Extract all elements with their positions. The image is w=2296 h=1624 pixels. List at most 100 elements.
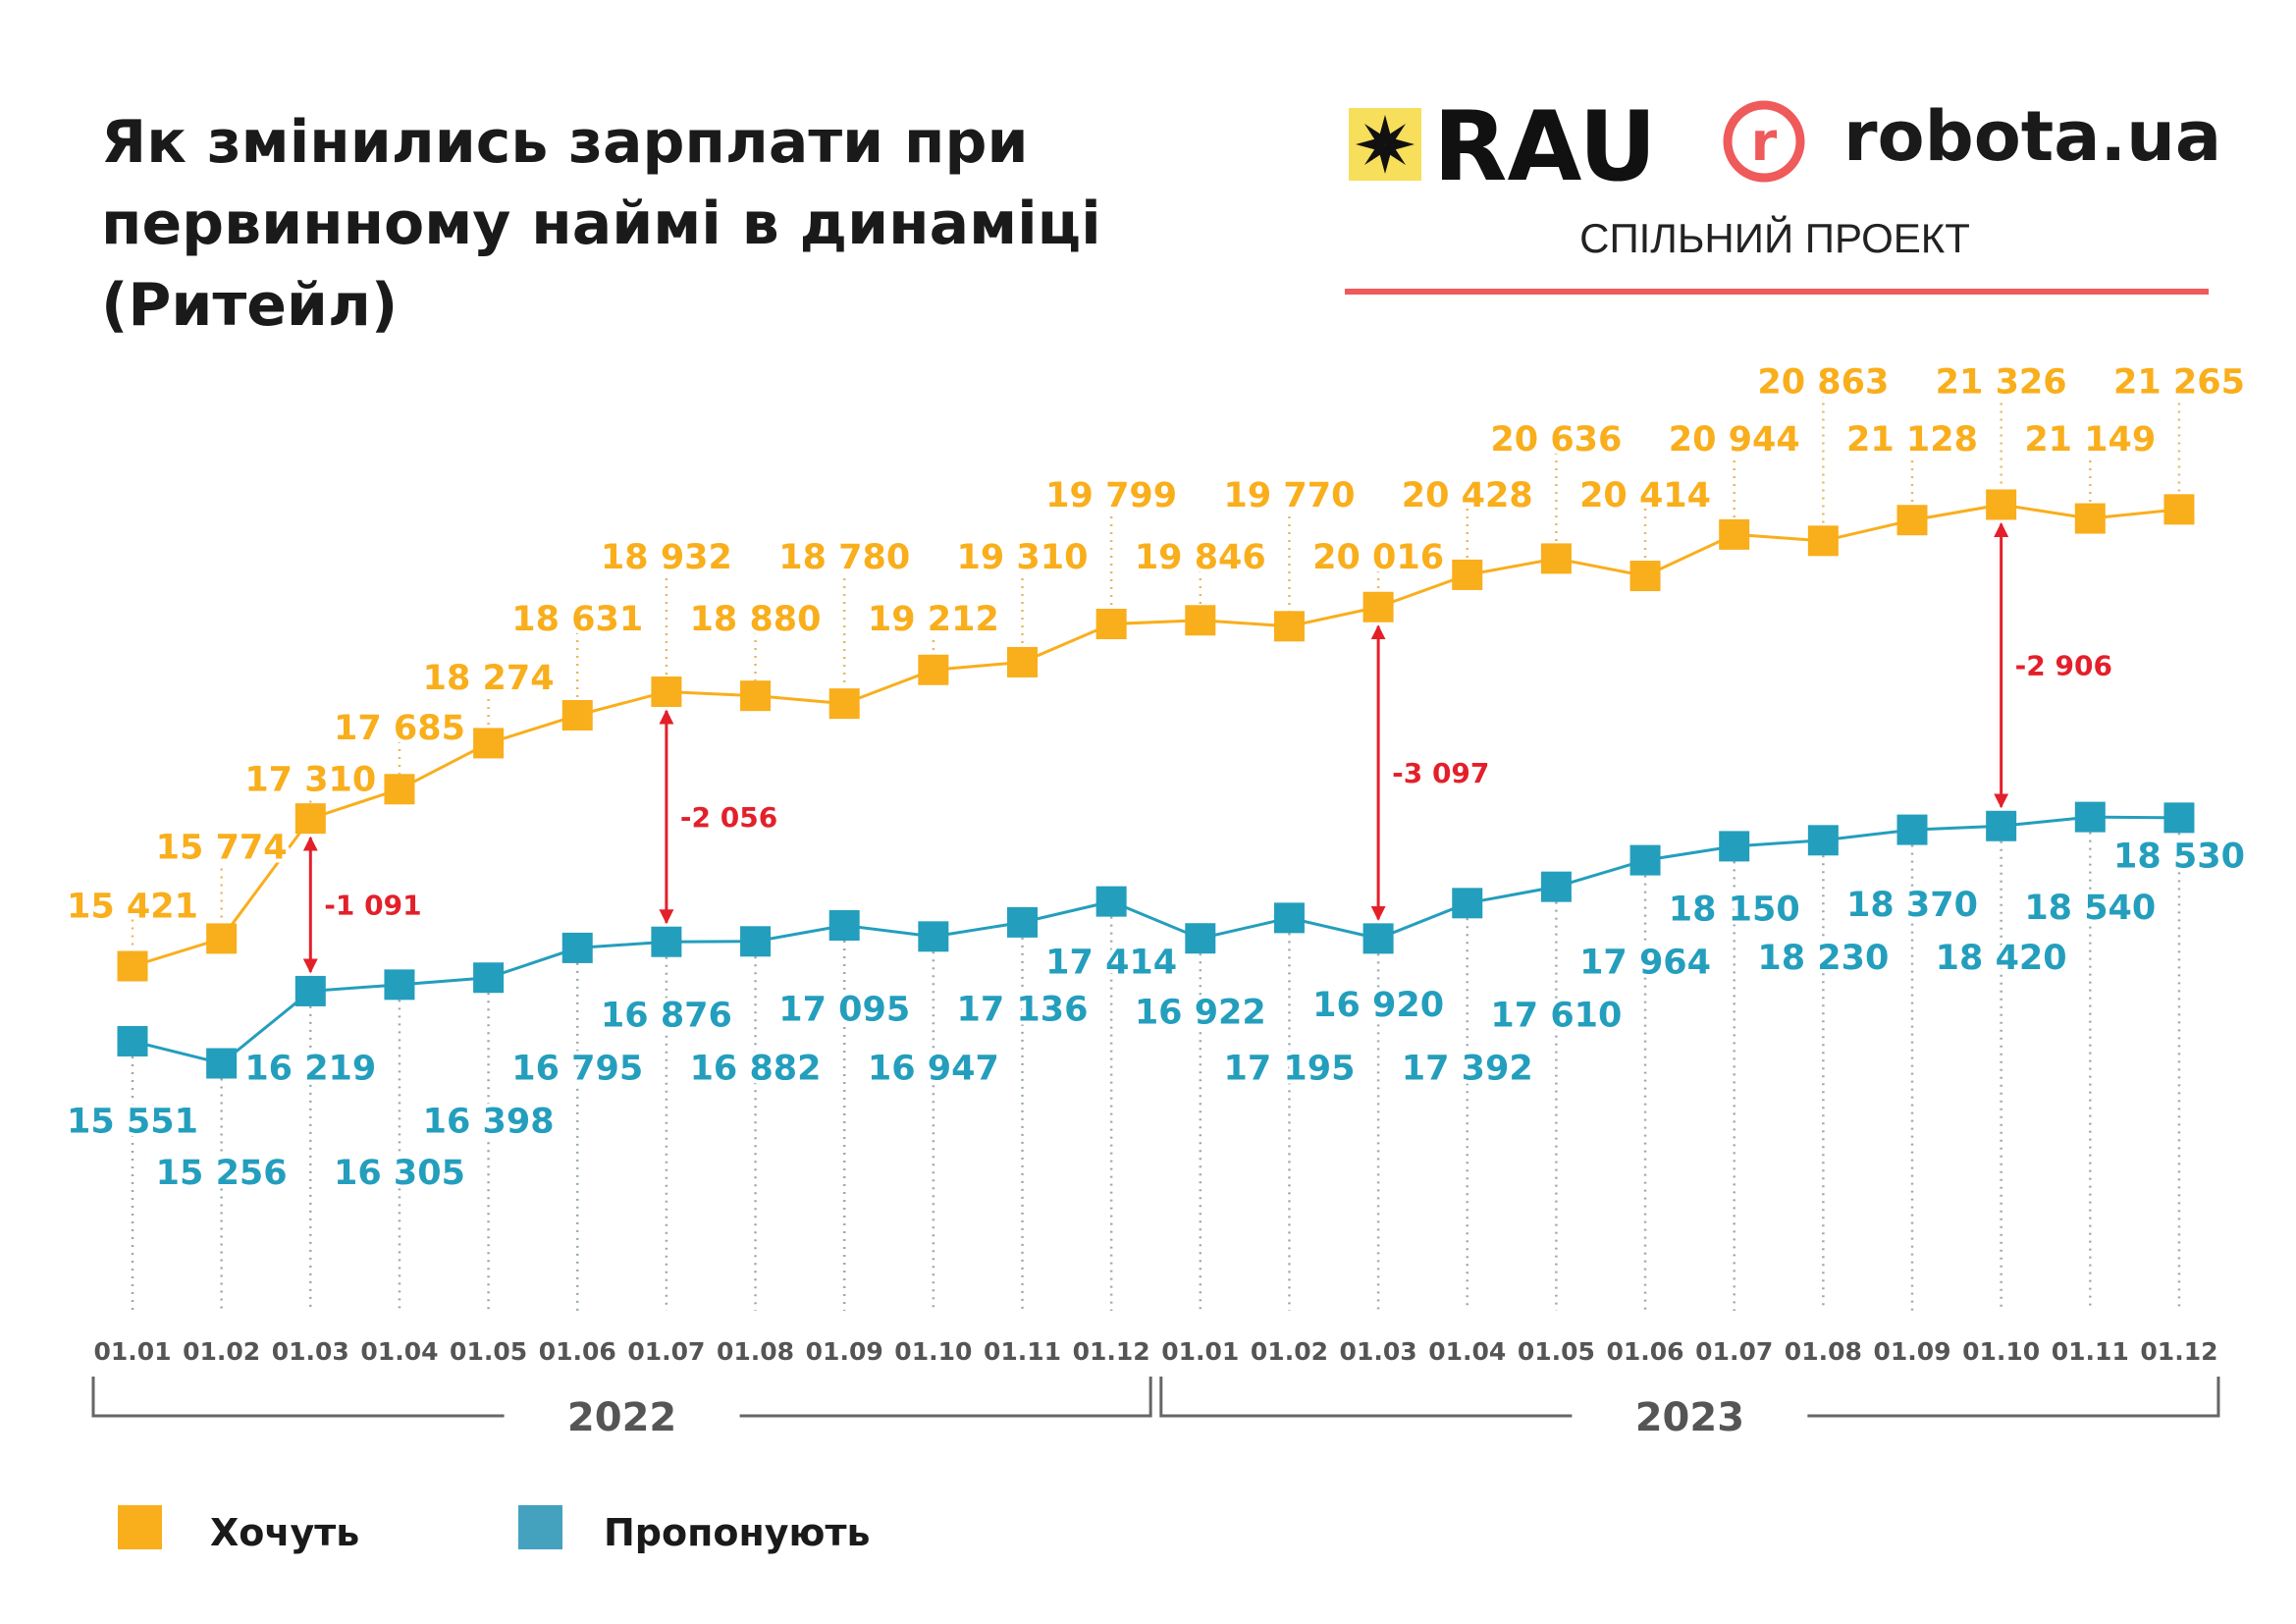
- marker-wanted: [1362, 591, 1394, 623]
- title-line-3: (Ритейл): [101, 271, 398, 340]
- title-line-1: Як змінились зарплати при: [101, 108, 1029, 177]
- data-label-wanted: 19 770: [1223, 476, 1355, 515]
- x-tick-label: 01.01: [1161, 1337, 1239, 1366]
- marker-wanted: [651, 677, 682, 708]
- data-label-offered: 16 219: [244, 1050, 376, 1089]
- data-label-wanted: 18 274: [423, 659, 555, 698]
- data-label-wanted: 15 421: [67, 888, 198, 927]
- marker-offered: [206, 1048, 238, 1079]
- marker-wanted: [918, 654, 949, 685]
- x-tick-label: 01.10: [894, 1337, 972, 1366]
- rau-logo-text: RAU: [1433, 91, 1657, 203]
- data-label-offered: 17 392: [1402, 1050, 1533, 1089]
- marker-offered: [117, 1025, 148, 1056]
- legend-label-wanted: Хочуть: [210, 1511, 359, 1554]
- data-label-wanted: 20 863: [1757, 363, 1889, 403]
- plot-area: -1 091 -2 056 -3 097 -2 906 15 421 15 774 17 3…: [63, 359, 2249, 1441]
- data-label-offered: 18 530: [2113, 838, 2245, 877]
- marker-wanted: [561, 699, 593, 731]
- marker-offered: [1986, 810, 2017, 841]
- data-label-offered: 16 876: [601, 997, 732, 1036]
- data-label-wanted: 17 310: [244, 761, 376, 800]
- data-label-offered: 18 370: [1846, 886, 1978, 925]
- marker-offered: [1540, 871, 1572, 902]
- marker-wanted: [828, 688, 860, 720]
- x-tick-label: 01.12: [1073, 1337, 1150, 1366]
- data-label-wanted: 20 636: [1490, 420, 1622, 460]
- data-label-offered: 18 230: [1757, 939, 1889, 978]
- data-label-wanted: 21 128: [1846, 420, 1978, 460]
- data-label-wanted: 20 944: [1669, 420, 1800, 460]
- x-tick-label: 01.02: [1251, 1337, 1328, 1366]
- x-tick-label: 01.11: [2052, 1337, 2129, 1366]
- marker-offered: [1273, 902, 1305, 934]
- star-icon: [1356, 115, 1415, 174]
- data-label-offered: 18 150: [1669, 891, 1800, 930]
- x-tick-label: 01.03: [272, 1337, 349, 1366]
- x-tick-label: 01.08: [1785, 1337, 1862, 1366]
- data-label-wanted: 20 016: [1312, 538, 1444, 577]
- marker-wanted: [740, 680, 772, 712]
- data-label-wanted: 21 149: [2024, 420, 2156, 460]
- marker-offered: [294, 975, 326, 1006]
- data-label-wanted: 18 932: [601, 538, 732, 577]
- marker-wanted: [2163, 494, 2195, 525]
- marker-offered: [1807, 825, 1839, 856]
- data-label-offered: 17 964: [1579, 944, 1711, 983]
- data-label-offered: 17 610: [1490, 997, 1622, 1036]
- marker-wanted: [473, 728, 505, 759]
- header-divider: [1345, 289, 2209, 295]
- robota-logo: r robota.ua: [1723, 96, 2221, 183]
- difference-label: -1 091: [324, 890, 421, 922]
- joint-project-label: СПІЛЬНИЙ ПРОЕКТ: [1579, 214, 1970, 261]
- marker-wanted: [2074, 503, 2106, 534]
- x-tick-label: 01.10: [1962, 1337, 2040, 1366]
- marker-offered: [2163, 802, 2195, 834]
- legend-swatch-wanted: [118, 1505, 162, 1549]
- marker-offered: [1007, 906, 1038, 938]
- robota-logo-text: robota.ua: [1843, 96, 2221, 177]
- marker-offered: [651, 926, 682, 957]
- marker-wanted: [1807, 525, 1839, 557]
- marker-wanted: [1185, 605, 1216, 636]
- data-label-wanted: 18 780: [778, 538, 910, 577]
- robota-logo-letter: r: [1751, 111, 1778, 173]
- data-label-wanted: 15 774: [156, 829, 288, 868]
- x-tick-label: 01.07: [1695, 1337, 1773, 1366]
- x-tick-label: 01.03: [1340, 1337, 1417, 1366]
- marker-offered: [2074, 801, 2106, 833]
- data-label-wanted: 18 880: [690, 600, 822, 639]
- data-label-offered: 16 922: [1135, 994, 1266, 1033]
- difference-label: -2 906: [2015, 650, 2112, 682]
- year-label: 2022: [567, 1395, 676, 1440]
- data-label-offered: 16 795: [511, 1050, 643, 1089]
- data-label-wanted: 21 265: [2113, 363, 2245, 403]
- x-tick-label: 01.06: [1607, 1337, 1684, 1366]
- marker-wanted: [1273, 611, 1305, 642]
- difference-label: -2 056: [680, 801, 777, 834]
- data-label-offered: 15 256: [156, 1154, 288, 1193]
- marker-wanted: [1719, 518, 1750, 550]
- data-label-offered: 16 920: [1312, 986, 1444, 1025]
- x-tick-label: 01.08: [717, 1337, 794, 1366]
- marker-wanted: [206, 923, 238, 954]
- data-label-offered: 16 398: [423, 1103, 555, 1142]
- marker-wanted: [1896, 505, 1928, 536]
- x-tick-label: 01.01: [93, 1337, 171, 1366]
- marker-offered: [561, 932, 593, 963]
- x-tick-label: 01.04: [360, 1337, 438, 1366]
- marker-offered: [1719, 831, 1750, 862]
- marker-offered: [1362, 923, 1394, 954]
- x-tick-label: 01.06: [539, 1337, 616, 1366]
- data-label-offered: 16 305: [334, 1154, 465, 1193]
- marker-offered: [473, 962, 505, 994]
- x-tick-label: 01.05: [450, 1337, 527, 1366]
- data-label-wanted: 19 799: [1045, 476, 1177, 515]
- marker-wanted: [294, 803, 326, 835]
- marker-wanted: [117, 950, 148, 982]
- marker-wanted: [1452, 559, 1483, 590]
- legend-label-offered: Пропонують: [604, 1511, 871, 1554]
- year-bracket: [91, 1377, 1152, 1418]
- data-label-offered: 16 947: [868, 1050, 999, 1089]
- marker-wanted: [1540, 543, 1572, 574]
